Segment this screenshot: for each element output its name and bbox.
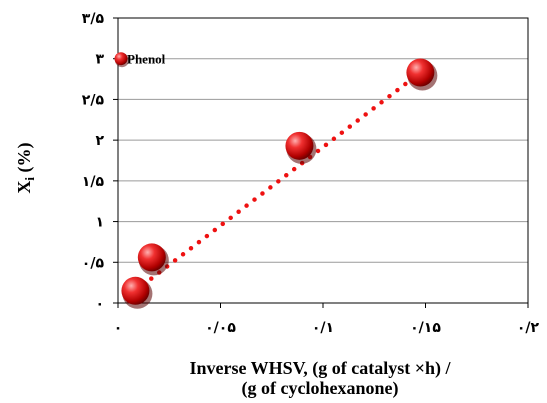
legend: Phenol (114, 52, 166, 68)
y-tick-label: ۰/۵ (82, 255, 105, 271)
x-axis-label-line1: Inverse WHSV, (g of catalyst ×h) / (189, 358, 451, 379)
plot-area (117, 17, 529, 304)
x-tick-label: ۰/۱۵ (410, 320, 441, 336)
y-axis-ticks: ۰ ۰/۵ ۱ ۱/۵ ۲ ۲/۵ ۳ ۳/۵ (82, 11, 118, 312)
data-point (121, 276, 150, 305)
data-point (406, 58, 435, 87)
trendline (133, 70, 423, 294)
gridlines (118, 58, 528, 263)
y-tick-label: ۲ (95, 133, 104, 149)
data-point (285, 131, 314, 160)
trendline-dots (133, 70, 423, 294)
y-tick-label: ۲/۵ (82, 92, 105, 108)
data-point (137, 243, 166, 272)
x-axis-ticks: ۰ ۰/۰۵ ۰/۱ ۰/۱۵ ۰/۲ (114, 303, 540, 336)
x-tick-label: ۰/۲ (517, 320, 540, 336)
x-tick-label: ۰/۱ (312, 320, 334, 336)
y-tick-label: ۱ (95, 215, 104, 231)
y-tick-label: ۱/۵ (82, 174, 105, 190)
x-axis-label-line2: (g of cyclohexanone) (242, 378, 399, 399)
y-tick-label: ۳ (95, 52, 104, 68)
y-tick-label: ۰ (95, 296, 104, 312)
legend-label: Phenol (127, 52, 166, 67)
x-tick-label: ۰ (114, 320, 123, 336)
y-tick-label: ۳/۵ (82, 11, 105, 27)
y-axis-label: Xi (%) (14, 142, 37, 193)
legend-marker (114, 52, 128, 66)
x-tick-label: ۰/۰۵ (205, 320, 236, 336)
data-points (121, 58, 438, 309)
